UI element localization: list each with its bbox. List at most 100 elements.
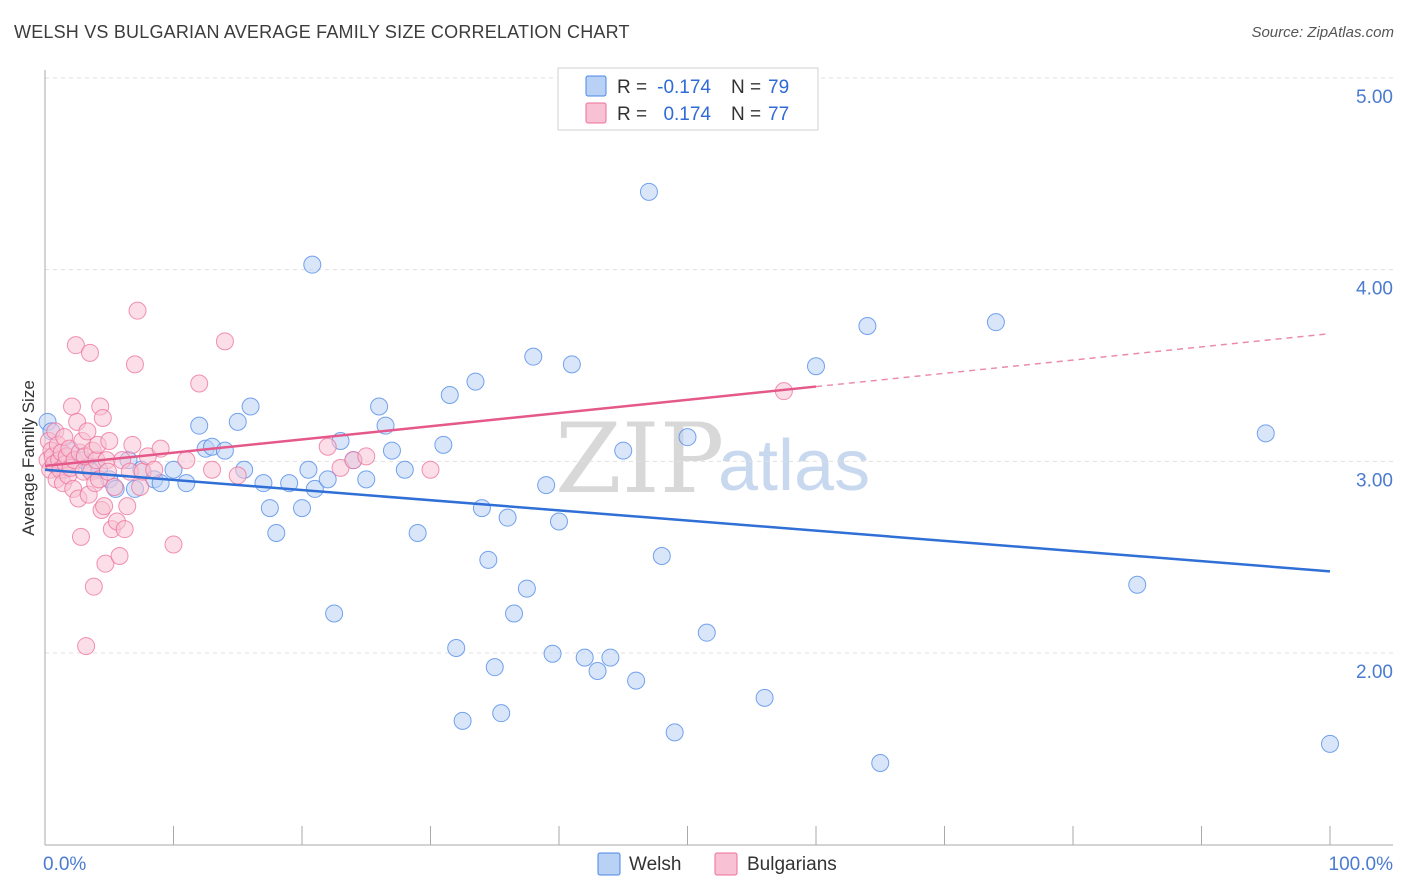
welsh-point xyxy=(652,547,671,565)
welsh-point xyxy=(408,524,427,542)
welsh-point xyxy=(303,255,322,274)
welsh-point xyxy=(479,550,498,569)
bulgarians-point xyxy=(145,460,164,479)
y-tick-label: 5.00 xyxy=(1356,87,1393,108)
bulgarians-point xyxy=(78,422,97,441)
welsh-point xyxy=(575,648,594,667)
bulgarians-point xyxy=(115,520,134,539)
watermark-atlas: atlas xyxy=(718,426,870,506)
data-points xyxy=(38,87,1339,772)
welsh-point xyxy=(299,460,318,479)
bulgarians-point xyxy=(177,451,196,470)
welsh-point xyxy=(601,648,620,667)
welsh-point xyxy=(537,476,556,495)
bulgarians-point xyxy=(318,437,337,456)
welsh-point xyxy=(395,460,414,479)
bulgarians-point xyxy=(77,637,96,656)
welsh-point xyxy=(447,639,466,657)
bulgarians-n-value: 77 xyxy=(768,104,789,125)
welsh-point xyxy=(627,671,646,690)
watermark: ZIP atlas xyxy=(555,403,870,515)
welsh-point xyxy=(986,313,1005,332)
legend-welsh-label: Welsh xyxy=(629,854,681,875)
bulgarians-point xyxy=(98,462,117,481)
welsh-point xyxy=(305,479,324,498)
welsh-point xyxy=(517,579,536,598)
welsh-point xyxy=(318,470,337,489)
stats-legend: R = -0.174 N = 79 R = 0.174 N = 77 xyxy=(557,67,819,131)
bulgarians-point xyxy=(93,409,112,427)
y-axis-title: Average Family Size xyxy=(19,380,38,536)
welsh-point xyxy=(228,412,247,431)
bulgarians-point xyxy=(110,547,129,565)
welsh-point xyxy=(543,644,562,663)
welsh-point xyxy=(697,623,716,642)
welsh-point xyxy=(1321,734,1339,753)
welsh-point xyxy=(254,474,273,493)
bulgarians-point xyxy=(80,343,99,362)
bulgarians-r-value: 0.174 xyxy=(663,104,711,125)
bulgarians-point xyxy=(118,497,137,516)
bulgarians-point xyxy=(215,332,234,351)
welsh-point xyxy=(382,441,401,460)
welsh-point xyxy=(370,397,389,416)
welsh-point xyxy=(241,397,260,416)
bulgarians-point xyxy=(190,374,209,393)
welsh-point xyxy=(1128,575,1147,594)
welsh-point xyxy=(505,604,524,623)
bulgarians-point xyxy=(66,336,85,355)
legend-welsh-swatch xyxy=(597,852,621,876)
welsh-point xyxy=(498,508,517,527)
bulgarians-point xyxy=(84,577,103,596)
bulgarians-n-label: N = xyxy=(731,104,761,125)
bulgarians-point xyxy=(128,301,147,320)
welsh-point xyxy=(562,355,581,374)
bulgarians-point xyxy=(62,397,81,416)
bulgarians-swatch xyxy=(585,102,607,124)
welsh-point xyxy=(614,441,633,460)
welsh-point xyxy=(472,499,491,518)
chart-title: WELSH VS BULGARIAN AVERAGE FAMILY SIZE C… xyxy=(14,22,630,42)
welsh-point xyxy=(871,754,890,772)
welsh-n-label: N = xyxy=(731,77,761,98)
welsh-point xyxy=(492,704,511,723)
legend-bulgarians-label: Bulgarians xyxy=(747,854,837,875)
bulgarians-point xyxy=(71,527,90,546)
welsh-point xyxy=(485,658,504,677)
welsh-point xyxy=(434,435,453,454)
welsh-point xyxy=(639,182,658,201)
bulgarians-r-label: R = xyxy=(617,104,647,125)
trend-lines xyxy=(44,332,1331,573)
x-tick-label-max: 100.0% xyxy=(1329,854,1394,875)
bulgarians-point xyxy=(357,447,376,466)
welsh-point xyxy=(280,474,299,493)
welsh-point xyxy=(550,512,568,531)
x-tick-label-min: 0.0% xyxy=(43,854,86,875)
welsh-point xyxy=(524,347,543,366)
bulgarians-point xyxy=(421,460,440,479)
welsh-point xyxy=(177,474,196,493)
welsh-point xyxy=(357,470,376,489)
bulgarians-point xyxy=(105,478,124,496)
welsh-point xyxy=(164,460,183,479)
legend-bulgarians-swatch xyxy=(714,852,738,876)
welsh-point xyxy=(755,688,774,707)
watermark-zip: ZIP xyxy=(555,403,724,515)
welsh-r-value: -0.174 xyxy=(657,77,711,98)
welsh-r-label: R = xyxy=(617,77,647,98)
welsh-point xyxy=(267,524,286,542)
welsh-point xyxy=(807,357,825,376)
bulgarians-point xyxy=(96,554,115,573)
welsh-n-value: 79 xyxy=(768,77,789,98)
y-tick-label: 4.00 xyxy=(1356,279,1393,300)
bulgarians-point xyxy=(95,497,114,516)
gridlines xyxy=(45,77,1393,654)
y-tick-label: 2.00 xyxy=(1356,662,1393,683)
bulgarians-point xyxy=(131,478,150,496)
welsh-point xyxy=(325,604,344,623)
bulgarians-point xyxy=(228,466,247,485)
bulgarians-point xyxy=(100,432,119,450)
welsh-point xyxy=(858,317,877,335)
welsh-point xyxy=(293,499,311,518)
